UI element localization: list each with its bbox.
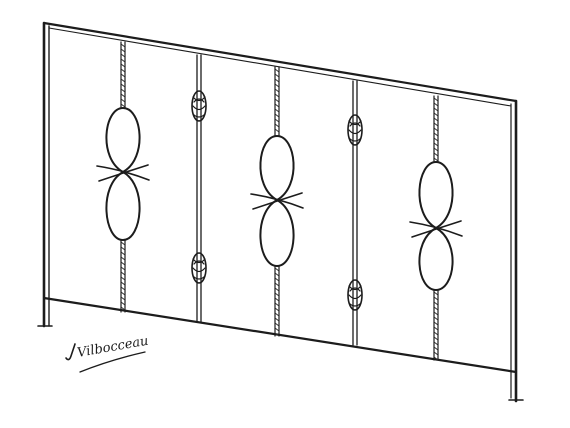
twisted-bar-lower	[433, 289, 439, 361]
top-rail	[42, 21, 518, 103]
twisted-bar-upper	[433, 95, 439, 163]
figure-eight-scroll	[96, 107, 150, 241]
basket-knot-upper	[347, 114, 363, 146]
twisted-bar-lower	[120, 239, 126, 313]
artist-signature: Vilbocceau	[65, 334, 150, 373]
figure-eight-scroll	[409, 161, 463, 291]
basket-knot-upper	[191, 90, 207, 122]
bottom-rail	[42, 296, 518, 374]
knot-baluster-1	[191, 54, 207, 323]
basket-knot-lower	[347, 279, 363, 311]
basket-knot-lower	[191, 252, 207, 284]
scroll-balusters	[96, 41, 463, 361]
twisted-bar-upper	[274, 66, 280, 137]
scroll-baluster-1	[96, 41, 150, 313]
twisted-bar-upper	[120, 41, 126, 109]
figure-eight-scroll	[250, 135, 304, 267]
scroll-baluster-3	[409, 95, 463, 361]
signature-text: Vilbocceau	[76, 334, 150, 361]
knot-balusters	[191, 54, 363, 346]
top-rail-inner-line	[48, 27, 512, 107]
railing-frame	[37, 21, 524, 403]
signature-initial-stroke	[65, 343, 76, 361]
signature-underline	[79, 351, 146, 373]
scroll-baluster-2	[250, 66, 304, 337]
twisted-bar-lower	[274, 265, 280, 337]
knot-baluster-2	[347, 80, 363, 346]
